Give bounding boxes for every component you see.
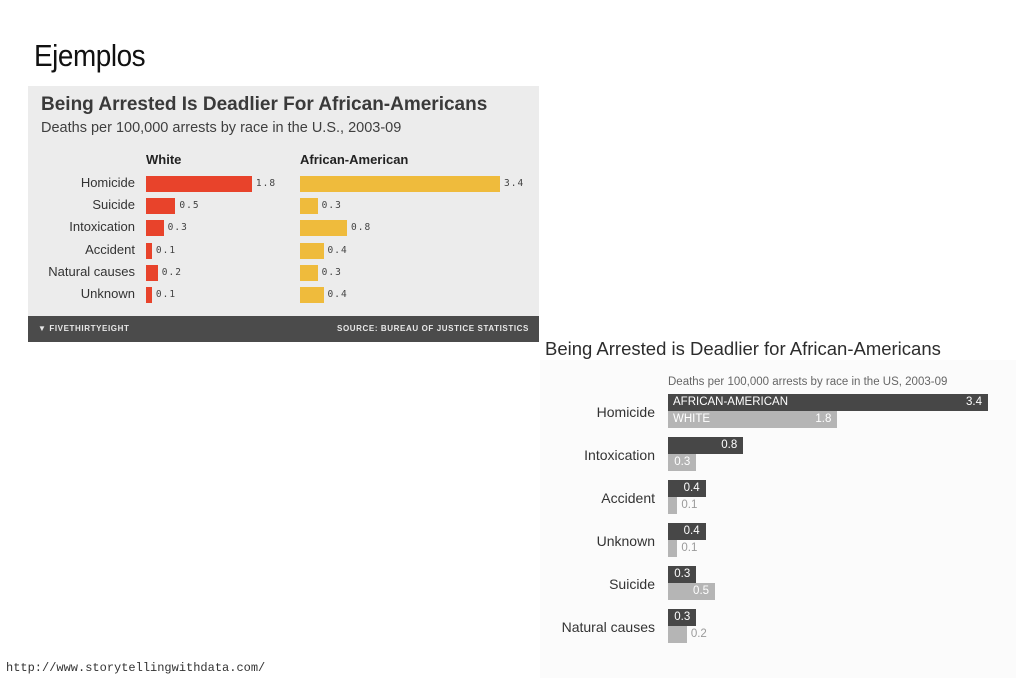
bar-white-suicide bbox=[146, 198, 176, 215]
bar-white-homicide bbox=[668, 411, 838, 428]
bar-white-natural-causes bbox=[668, 626, 687, 643]
bar-african-american-accident bbox=[668, 480, 706, 497]
value-label-african-american-homicide: 3.4 bbox=[966, 396, 982, 408]
fox-icon: ▼ bbox=[38, 324, 47, 333]
value-label-white-natural-causes: 0.2 bbox=[161, 266, 182, 278]
chart2-title: Being Arrested is Deadlier for African-A… bbox=[545, 338, 941, 359]
value-label-white-unknown: 0.1 bbox=[155, 289, 177, 300]
value-label-white-accident: 0.1 bbox=[155, 244, 177, 256]
bar-african-american-suicide bbox=[668, 566, 697, 583]
fivethirtyeight-logo: ▼ FIVETHIRTYEIGHT bbox=[38, 324, 129, 333]
value-label-white-suicide: 0.5 bbox=[179, 200, 200, 212]
series-label-african-american: AFRICAN-AMERICAN bbox=[673, 396, 789, 408]
bar-white-accident bbox=[146, 242, 152, 259]
value-label-african-american-unknown: 0.4 bbox=[327, 289, 348, 300]
bar-african-american-unknown bbox=[300, 287, 324, 303]
category-label-intoxication: Intoxication bbox=[584, 447, 655, 463]
bar-white-unknown bbox=[668, 540, 678, 557]
chart1-footer: ▼ FIVETHIRTYEIGHT SOURCE: BUREAU OF JUST… bbox=[28, 316, 539, 342]
category-label-natural-causes: Natural causes bbox=[48, 263, 135, 279]
chart1-subtitle: Deaths per 100,000 arrests by race in th… bbox=[41, 120, 402, 136]
value-label-white-unknown: 0.1 bbox=[681, 542, 698, 554]
bar-african-american-natural-causes bbox=[668, 609, 697, 626]
category-label-unknown: Unknown bbox=[80, 286, 135, 301]
value-label-african-american-accident: 0.4 bbox=[327, 244, 348, 256]
value-label-white-homicide: 1.8 bbox=[815, 413, 832, 425]
value-label-african-american-suicide: 0.3 bbox=[674, 568, 691, 580]
value-label-african-american-intoxication: 0.8 bbox=[721, 439, 738, 451]
chart1-header-african-american: African-American bbox=[300, 152, 409, 167]
bar-african-american-intoxication bbox=[300, 220, 348, 237]
bar-african-american-homicide bbox=[300, 176, 500, 192]
bar-african-american-natural-causes bbox=[300, 264, 318, 281]
value-label-african-american-suicide: 0.3 bbox=[321, 200, 342, 212]
bar-african-american-suicide bbox=[300, 198, 318, 215]
value-label-white-homicide: 1.8 bbox=[255, 178, 277, 189]
value-label-african-american-natural-causes: 0.3 bbox=[321, 266, 342, 278]
category-label-homicide: Homicide bbox=[80, 175, 135, 190]
chart1-header-white: White bbox=[146, 152, 182, 167]
bar-white-intoxication bbox=[668, 454, 697, 471]
value-label-white-intoxication: 0.3 bbox=[167, 222, 188, 234]
category-label-homicide: Homicide bbox=[596, 404, 655, 420]
category-label-suicide: Suicide bbox=[92, 197, 135, 213]
category-label-intoxication: Intoxication bbox=[69, 219, 135, 235]
bar-white-natural-causes bbox=[146, 264, 158, 281]
category-label-natural-causes: Natural causes bbox=[561, 619, 655, 635]
logo-text: FIVETHIRTYEIGHT bbox=[49, 324, 130, 333]
value-label-white-accident: 0.1 bbox=[681, 499, 698, 511]
bar-white-homicide bbox=[146, 176, 252, 192]
value-label-white-suicide: 0.5 bbox=[693, 585, 710, 597]
chart-fivethirtyeight: Being Arrested Is Deadlier For African-A… bbox=[28, 86, 539, 342]
category-label-accident: Accident bbox=[601, 490, 655, 506]
slide-title: Ejemplos bbox=[34, 38, 146, 73]
bar-white-suicide bbox=[668, 583, 716, 600]
category-label-accident: Accident bbox=[85, 241, 135, 257]
value-label-african-american-homicide: 3.4 bbox=[504, 178, 525, 189]
value-label-white-natural-causes: 0.2 bbox=[690, 628, 707, 640]
bar-white-intoxication bbox=[146, 220, 164, 237]
category-label-unknown: Unknown bbox=[596, 533, 655, 549]
bar-african-american-homicide bbox=[668, 394, 988, 411]
footer-url: http://www.storytellingwithdata.com/ bbox=[6, 661, 266, 675]
bar-white-accident bbox=[668, 497, 678, 514]
value-label-african-american-accident: 0.4 bbox=[683, 482, 700, 494]
chart2-subtitle: Deaths per 100,000 arrests by race in th… bbox=[668, 376, 948, 388]
chart1-title: Being Arrested Is Deadlier For African-A… bbox=[41, 94, 488, 115]
value-label-african-american-natural-causes: 0.3 bbox=[674, 611, 691, 623]
bar-white-unknown bbox=[146, 287, 152, 303]
series-label-white: WHITE bbox=[673, 413, 711, 425]
value-label-african-american-unknown: 0.4 bbox=[683, 525, 700, 537]
chart1-source: SOURCE: BUREAU OF JUSTICE STATISTICS bbox=[337, 324, 529, 333]
bar-african-american-accident bbox=[300, 242, 324, 259]
bar-african-american-intoxication bbox=[668, 437, 744, 454]
value-label-african-american-intoxication: 0.8 bbox=[351, 222, 372, 234]
value-label-white-intoxication: 0.3 bbox=[674, 456, 691, 468]
category-label-suicide: Suicide bbox=[609, 576, 655, 592]
bar-african-american-unknown bbox=[668, 523, 706, 540]
